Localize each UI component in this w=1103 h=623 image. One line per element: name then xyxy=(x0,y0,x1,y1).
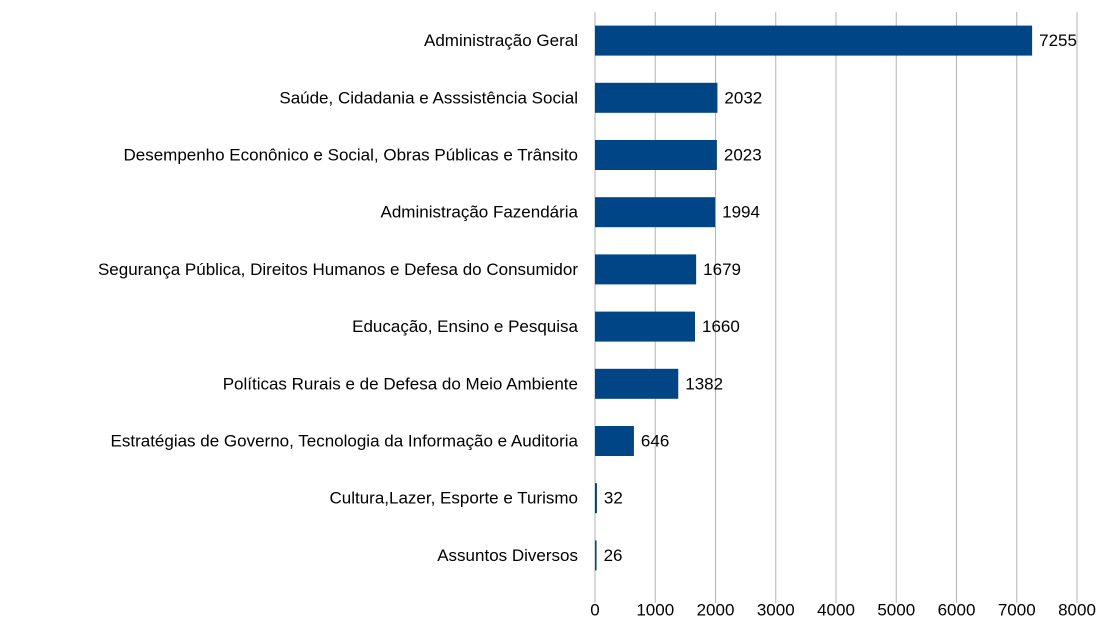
data-label: 1660 xyxy=(702,317,740,336)
bar xyxy=(595,82,718,113)
bar xyxy=(595,140,717,170)
x-tick-label: 0 xyxy=(590,600,599,619)
data-label: 646 xyxy=(641,431,669,450)
x-tick-label: 8000 xyxy=(1058,600,1096,619)
data-label: 1994 xyxy=(722,203,760,222)
y-tick-label: Cultura,Lazer, Esporte e Turismo xyxy=(329,489,578,508)
data-label: 1382 xyxy=(685,374,723,393)
x-tick-label: 1000 xyxy=(636,600,674,619)
bar xyxy=(595,254,697,285)
x-tick-label: 3000 xyxy=(757,600,795,619)
x-tick-label: 6000 xyxy=(938,600,976,619)
x-tick-label: 5000 xyxy=(877,600,915,619)
y-tick-label: Políticas Rurais e de Defesa do Meio Amb… xyxy=(223,374,578,393)
bar xyxy=(595,368,679,399)
data-label: 7255 xyxy=(1039,31,1077,50)
bar xyxy=(595,426,634,456)
x-tick-label: 2000 xyxy=(697,600,735,619)
bar xyxy=(595,483,597,514)
y-tick-label: Desempenho Econônico e Social, Obras Púb… xyxy=(123,145,578,164)
data-label: 2023 xyxy=(724,145,762,164)
y-tick-label: Saúde, Cidadania e Asssistência Social xyxy=(279,88,578,107)
bar xyxy=(595,311,696,342)
x-tick-label: 4000 xyxy=(817,600,855,619)
bar xyxy=(595,25,1033,56)
x-tick-label: 7000 xyxy=(998,600,1036,619)
y-tick-label: Estratégias de Governo, Tecnologia da In… xyxy=(111,431,579,450)
y-tick-label: Administração Geral xyxy=(424,31,578,50)
y-tick-label: Administração Fazendária xyxy=(381,203,579,222)
bar xyxy=(595,197,716,228)
data-label: 1679 xyxy=(703,260,741,279)
data-label: 2032 xyxy=(724,88,762,107)
y-tick-label: Educação, Ensino e Pesquisa xyxy=(352,317,578,336)
data-label: 32 xyxy=(604,489,623,508)
y-tick-label: Assuntos Diversos xyxy=(437,546,578,565)
data-label: 26 xyxy=(604,546,623,565)
bar xyxy=(595,540,597,571)
y-tick-label: Segurança Pública, Direitos Humanos e De… xyxy=(98,260,578,279)
